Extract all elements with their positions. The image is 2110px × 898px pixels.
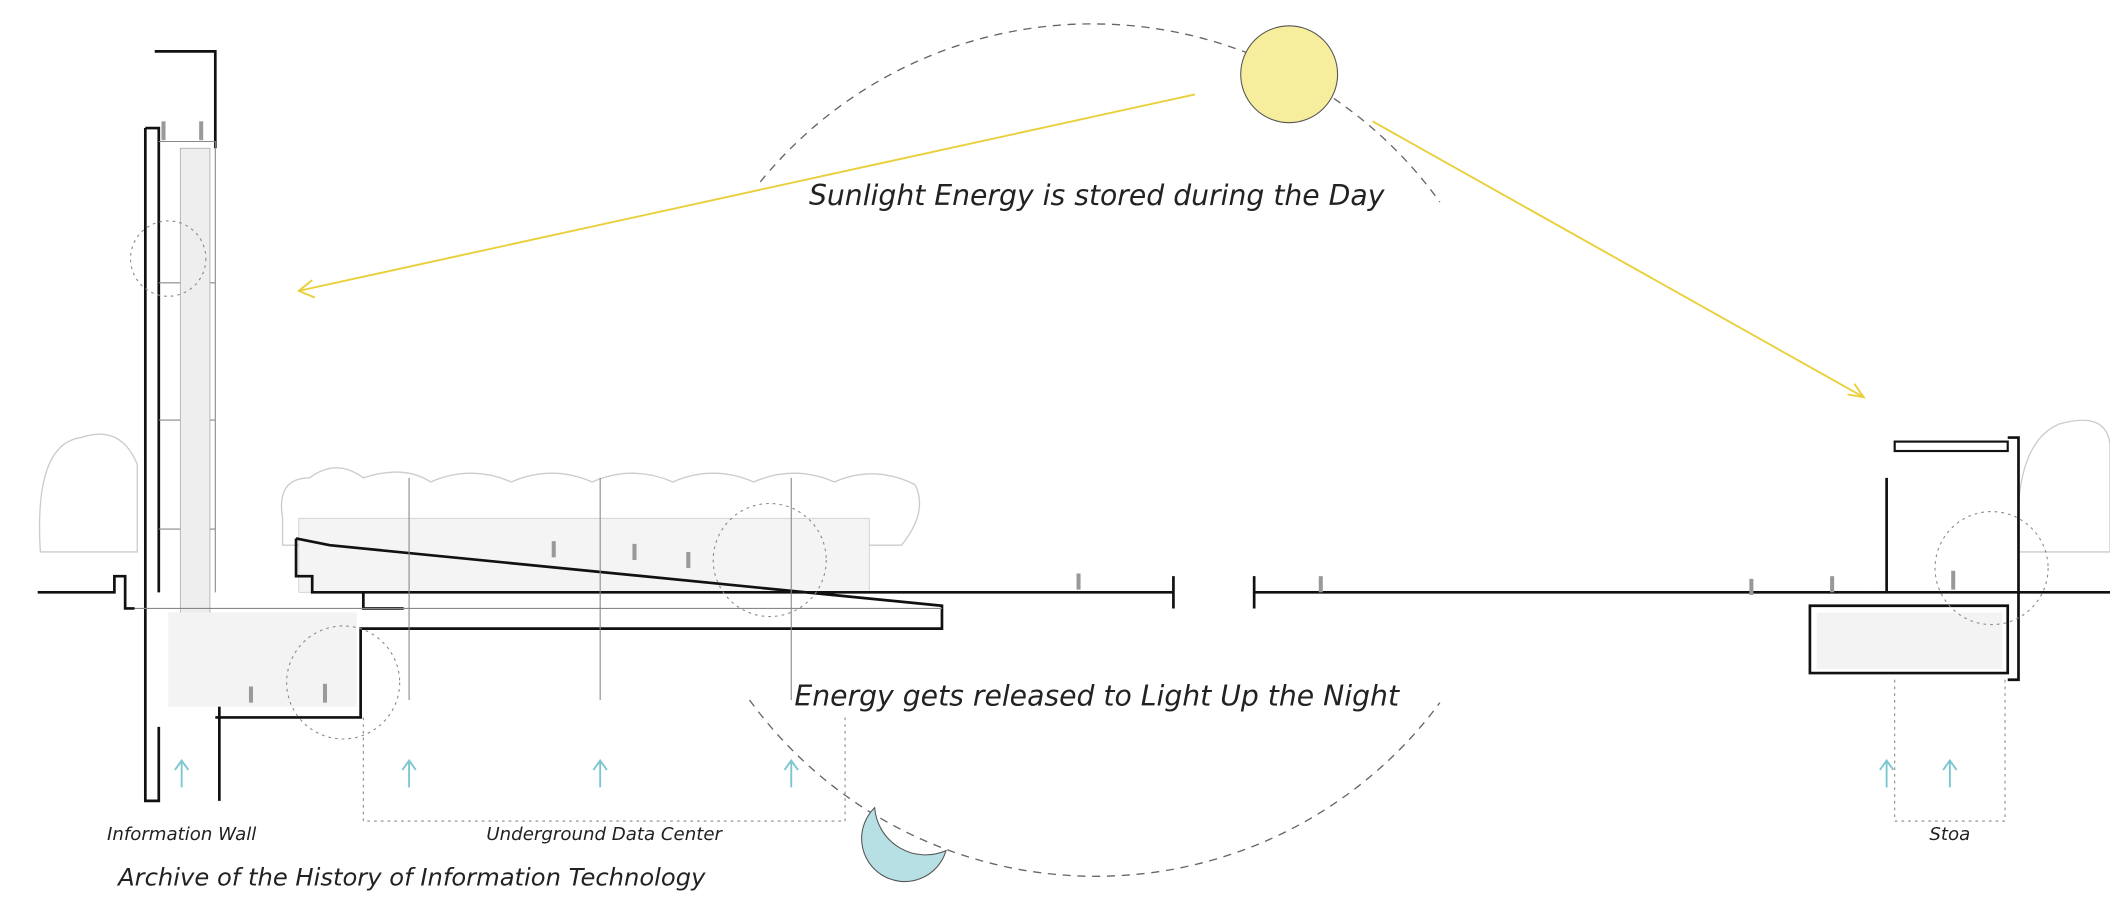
day-annotation: Sunlight Energy is stored during the Day — [809, 179, 1386, 212]
stoa — [1810, 438, 2110, 822]
night-annotation: Energy gets released to Light Up the Nig… — [794, 679, 1400, 712]
section-diagram: Sunlight Energy is stored during the Day… — [0, 0, 2110, 898]
data-center-label: Underground Data Center — [486, 824, 723, 845]
information-wall-label: Information Wall — [107, 824, 256, 845]
airflow-arrows — [175, 761, 1957, 788]
caption: Archive of the History of Information Te… — [116, 864, 706, 892]
stoa-label: Stoa — [1929, 824, 1970, 845]
trees — [40, 420, 2110, 592]
sun-cycle — [299, 24, 1864, 882]
